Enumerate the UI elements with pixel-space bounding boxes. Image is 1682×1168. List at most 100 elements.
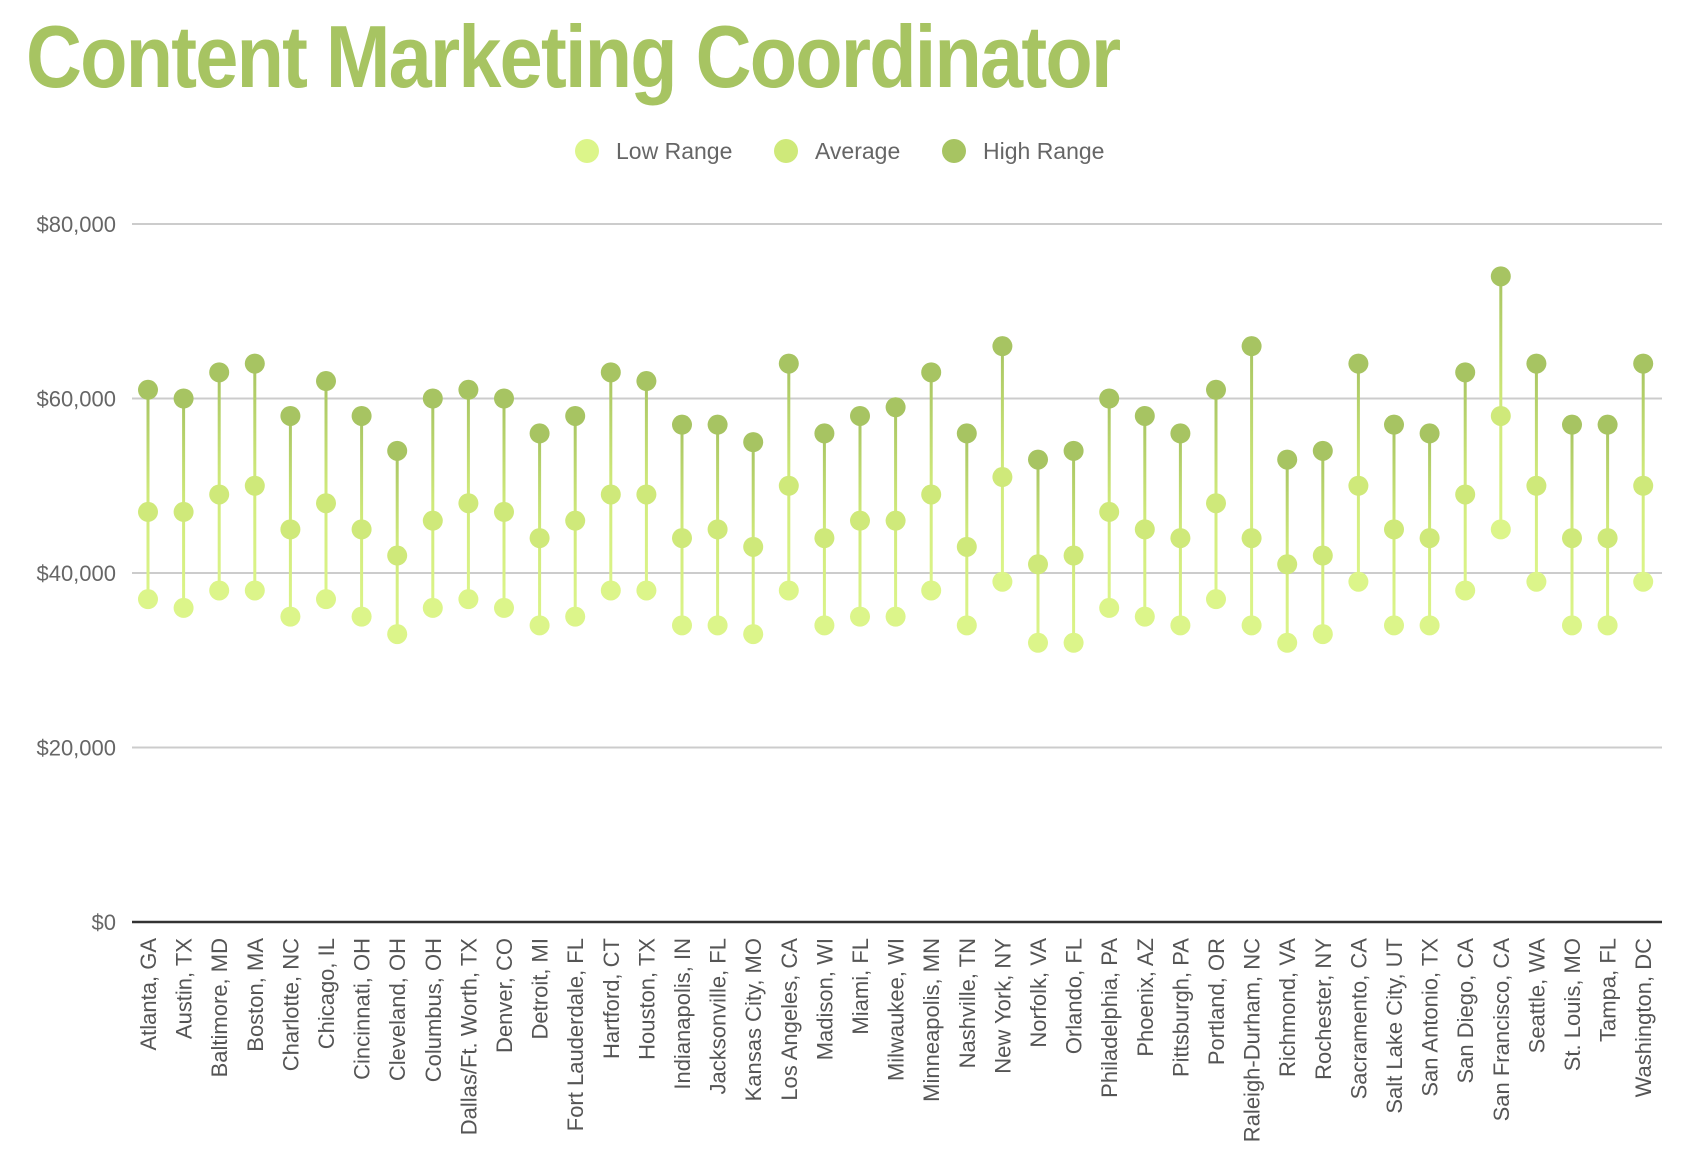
high-range-point bbox=[1312, 440, 1333, 461]
average-point bbox=[636, 484, 657, 505]
high-range-point bbox=[1028, 449, 1048, 470]
range-stem bbox=[1285, 459, 1289, 643]
high-range-point bbox=[387, 440, 408, 461]
x-tick-label: Denver, CO bbox=[492, 938, 517, 1053]
average-point bbox=[316, 493, 336, 514]
x-tick-label: St. Louis, MO bbox=[1560, 938, 1585, 1071]
x-tick-label: San Francisco, CA bbox=[1489, 938, 1514, 1122]
x-tick-label: Portland, OR bbox=[1204, 938, 1229, 1065]
low-range-point bbox=[422, 597, 443, 618]
x-tick-label: Austin, TX bbox=[172, 938, 197, 1039]
range-stem bbox=[360, 415, 364, 617]
range-stem bbox=[395, 450, 399, 635]
x-tick-label: Seattle, WA bbox=[1524, 938, 1549, 1054]
x-tick-label: Jacksonville, FL bbox=[706, 938, 731, 1095]
low-range-point bbox=[1562, 615, 1582, 636]
high-range-point bbox=[921, 362, 942, 383]
low-range-point bbox=[672, 615, 692, 636]
low-range-point bbox=[1206, 589, 1226, 610]
high-range-point bbox=[956, 423, 977, 444]
average-point bbox=[992, 467, 1013, 488]
average-point bbox=[1597, 528, 1618, 549]
y-tick-label: $20,000 bbox=[36, 736, 116, 761]
average-point bbox=[814, 528, 835, 549]
legend-label-low-range: Low Range bbox=[616, 138, 732, 164]
chart-title: Content Marketing Coordinator bbox=[26, 7, 1121, 106]
high-range-point bbox=[1562, 414, 1582, 435]
high-range-point bbox=[565, 405, 586, 426]
high-range-point bbox=[850, 405, 870, 426]
range-stem bbox=[609, 372, 613, 591]
x-tick-label: Rochester, NY bbox=[1311, 938, 1336, 1080]
high-range-point bbox=[316, 371, 336, 392]
high-range-point bbox=[1526, 353, 1547, 374]
high-range-point bbox=[1419, 423, 1440, 444]
high-range-point bbox=[1490, 266, 1511, 287]
range-stem bbox=[1036, 459, 1040, 643]
low-range-point bbox=[1633, 571, 1654, 592]
high-range-point bbox=[529, 423, 550, 444]
high-range-point bbox=[778, 353, 799, 374]
y-tick-label: $80,000 bbox=[36, 212, 116, 237]
low-range-point bbox=[778, 580, 799, 601]
low-range-point bbox=[1312, 624, 1333, 645]
average-point bbox=[422, 510, 443, 531]
range-stem bbox=[324, 381, 328, 600]
low-range-point bbox=[850, 606, 870, 627]
low-range-point bbox=[1597, 615, 1618, 636]
high-range-point bbox=[814, 423, 835, 444]
x-tick-label: Charlotte, NC bbox=[278, 938, 303, 1071]
high-range-point bbox=[1633, 353, 1654, 374]
legend-marker-high-range bbox=[942, 139, 966, 163]
high-range-point bbox=[743, 432, 764, 453]
x-tick-label: San Diego, CA bbox=[1453, 938, 1478, 1084]
average-point bbox=[1134, 519, 1155, 540]
average-point bbox=[244, 475, 265, 496]
low-range-point bbox=[885, 606, 906, 627]
average-point bbox=[494, 501, 514, 522]
average-point bbox=[1490, 405, 1511, 426]
average-point bbox=[1277, 554, 1298, 575]
legend-marker-average bbox=[774, 139, 798, 163]
range-stem bbox=[680, 424, 684, 626]
low-range-point bbox=[244, 580, 265, 601]
legend-label-high-range: High Range bbox=[983, 138, 1104, 164]
average-point bbox=[850, 510, 870, 531]
x-tick-label: Tampa, FL bbox=[1596, 938, 1621, 1042]
range-stem bbox=[1463, 372, 1467, 591]
average-point bbox=[1633, 475, 1654, 496]
high-range-point bbox=[138, 379, 158, 400]
average-point bbox=[600, 484, 621, 505]
average-point bbox=[778, 475, 799, 496]
x-tick-label: Milwaukee, WI bbox=[884, 938, 909, 1081]
x-tick-label: New York, NY bbox=[990, 938, 1015, 1074]
x-tick-label: Raleigh-Durham, NC bbox=[1240, 938, 1265, 1142]
low-range-point bbox=[1134, 606, 1155, 627]
range-stem bbox=[1534, 363, 1538, 582]
low-range-point bbox=[1028, 632, 1048, 653]
average-point bbox=[1170, 528, 1191, 549]
high-range-point bbox=[494, 388, 514, 409]
average-point bbox=[280, 519, 301, 540]
y-tick-label: $0 bbox=[92, 910, 116, 935]
range-stem bbox=[217, 372, 221, 591]
x-tick-label: Detroit, MI bbox=[528, 938, 553, 1039]
low-range-point bbox=[209, 580, 230, 601]
low-range-point bbox=[565, 606, 586, 627]
average-point bbox=[707, 519, 728, 540]
range-stem bbox=[1499, 276, 1503, 530]
x-tick-label: Hartford, CT bbox=[599, 938, 624, 1059]
average-point bbox=[672, 528, 692, 549]
low-range-point bbox=[992, 571, 1013, 592]
range-stem bbox=[1570, 424, 1574, 626]
x-tick-label: Sacramento, CA bbox=[1346, 938, 1371, 1100]
low-range-point bbox=[1419, 615, 1440, 636]
x-tick-label: Houston, TX bbox=[634, 938, 659, 1060]
low-range-point bbox=[1526, 571, 1547, 592]
low-range-point bbox=[387, 624, 408, 645]
y-axis: $0 $20,000 $40,000 $60,000 $80,000 bbox=[36, 212, 116, 935]
legend-label-average: Average bbox=[815, 138, 900, 164]
low-range-point bbox=[1170, 615, 1191, 636]
x-tick-label: Minneapolis, MN bbox=[919, 938, 944, 1102]
